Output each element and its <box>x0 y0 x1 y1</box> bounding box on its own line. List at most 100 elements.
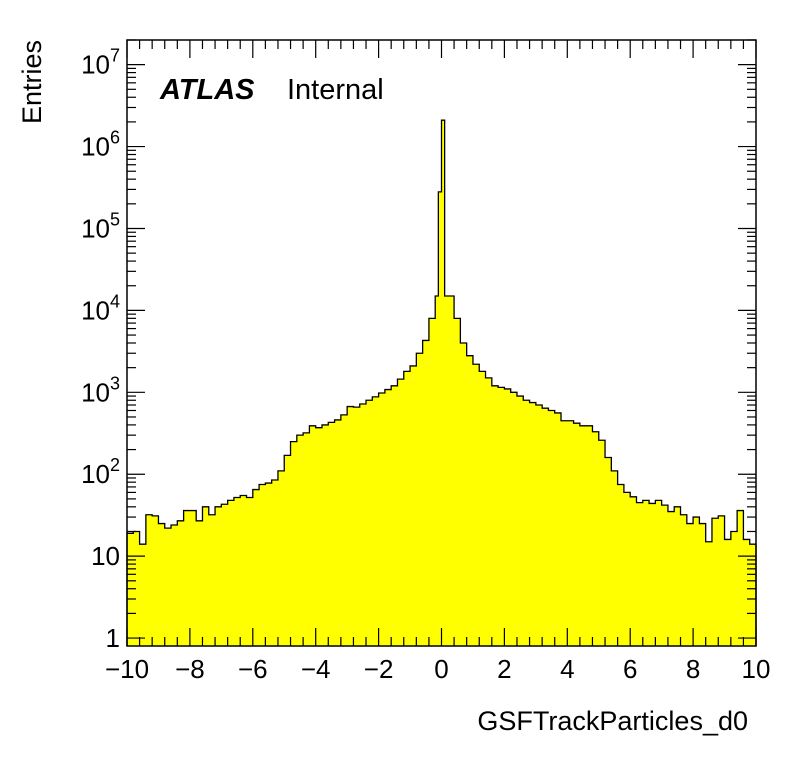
histogram-bin <box>617 484 625 646</box>
histogram-bin <box>554 412 562 646</box>
y-tick-labels: 1 10 102 103 104 105 106 107 <box>81 46 120 653</box>
histogram-bin <box>504 388 511 646</box>
histogram-bin <box>296 435 304 646</box>
histogram-bin <box>705 541 713 646</box>
histogram-bin <box>133 531 140 646</box>
histogram-bin <box>749 544 757 646</box>
histogram-bin <box>438 191 442 646</box>
histogram-bin <box>271 480 279 646</box>
histogram-bin <box>277 470 285 646</box>
histogram-bin <box>410 365 417 646</box>
histogram-bin <box>649 503 656 646</box>
histogram-bin <box>724 539 732 646</box>
histogram-bin <box>221 504 228 646</box>
y-tick-label: 107 <box>81 46 120 80</box>
histogram-bin <box>510 392 518 646</box>
histogram-bin <box>158 523 166 646</box>
histogram-bin <box>674 506 681 646</box>
x-axis-title: GSFTrackParticles_d0 <box>477 706 748 736</box>
histogram-bin <box>145 514 153 646</box>
histogram-bin <box>359 404 367 646</box>
histogram-bin <box>516 396 524 646</box>
histogram-bin <box>611 470 618 646</box>
histogram-bin <box>384 389 392 646</box>
histogram-bin <box>208 514 216 646</box>
histogram-bin <box>347 406 354 646</box>
histogram-bin <box>152 515 159 646</box>
histogram-bin <box>164 528 172 646</box>
y-tick-label: 104 <box>81 291 120 325</box>
histogram-bin <box>284 455 291 646</box>
histogram-bin <box>523 400 530 646</box>
histogram-bin <box>579 425 587 646</box>
histogram-bin <box>605 457 612 646</box>
x-tick-label: −2 <box>364 654 394 684</box>
histogram-bin <box>548 410 556 646</box>
histogram-bars <box>127 120 757 647</box>
histogram-bin <box>227 500 235 646</box>
histogram-bin <box>466 355 474 646</box>
histogram-bin <box>686 523 694 646</box>
histogram-bin <box>309 425 316 646</box>
histogram-bin <box>171 525 178 646</box>
x-tick-label: 8 <box>686 654 700 684</box>
y-tick-label: 10 <box>91 541 120 571</box>
histogram-bin <box>586 425 593 646</box>
histogram-bin <box>416 353 423 646</box>
histogram-bin <box>240 495 247 646</box>
histogram-bin <box>498 387 505 646</box>
y-tick-label: 105 <box>81 209 120 243</box>
histogram-bin <box>340 414 348 646</box>
internal-label: Internal <box>287 74 384 106</box>
histogram-bin <box>366 400 373 646</box>
y-tick-label: 102 <box>81 455 120 489</box>
histogram-bin <box>743 539 751 646</box>
histogram-bin <box>378 393 386 646</box>
histogram-bin <box>491 385 499 646</box>
histogram-bin <box>623 492 631 646</box>
histogram-bin <box>139 544 147 646</box>
histogram-bin <box>718 515 725 646</box>
histogram-bin <box>202 506 210 646</box>
histogram-bin <box>252 489 260 646</box>
histogram-bin <box>246 497 254 646</box>
histogram-bin <box>435 295 439 646</box>
x-tick-label: −8 <box>175 654 205 684</box>
x-tick-label: 4 <box>560 654 574 684</box>
histogram-bin <box>353 407 361 646</box>
x-tick-label: 2 <box>497 654 511 684</box>
y-tick-label: 106 <box>81 128 120 162</box>
histogram-bin <box>372 396 379 646</box>
histogram-bin <box>472 364 480 646</box>
histogram-bin <box>535 405 543 646</box>
histogram-bin <box>655 500 662 646</box>
histogram-bin <box>542 408 549 646</box>
atlas-label: ATLAS <box>159 74 255 106</box>
histogram-bin <box>290 441 298 646</box>
histogram-bin <box>561 420 568 646</box>
histogram-bin <box>441 120 445 647</box>
histogram-bin <box>328 422 335 646</box>
histogram-bin <box>680 514 688 646</box>
histogram-bin <box>233 497 241 646</box>
histogram-bin <box>661 505 669 646</box>
histogram-bin <box>127 533 134 646</box>
histogram-bin <box>391 385 398 646</box>
histogram-bin <box>428 318 436 646</box>
histogram-bin <box>265 483 272 646</box>
histogram-bin <box>315 427 323 646</box>
histogram-outline <box>126 119 757 646</box>
histogram-bin <box>573 423 581 646</box>
x-tick-labels: −10 −8 −6 −4 −2 0 2 4 6 8 10 <box>105 654 771 684</box>
histogram-bin <box>642 500 650 646</box>
histogram-bin <box>667 511 675 646</box>
histogram-bin <box>189 510 197 646</box>
histogram-bin <box>711 518 719 646</box>
histogram-bin <box>485 377 493 646</box>
histogram-bin <box>334 419 342 646</box>
histogram-bin <box>460 343 467 646</box>
y-axis-title: Entries <box>17 40 47 124</box>
histogram-bin <box>693 517 700 646</box>
histogram-bin <box>598 440 606 646</box>
